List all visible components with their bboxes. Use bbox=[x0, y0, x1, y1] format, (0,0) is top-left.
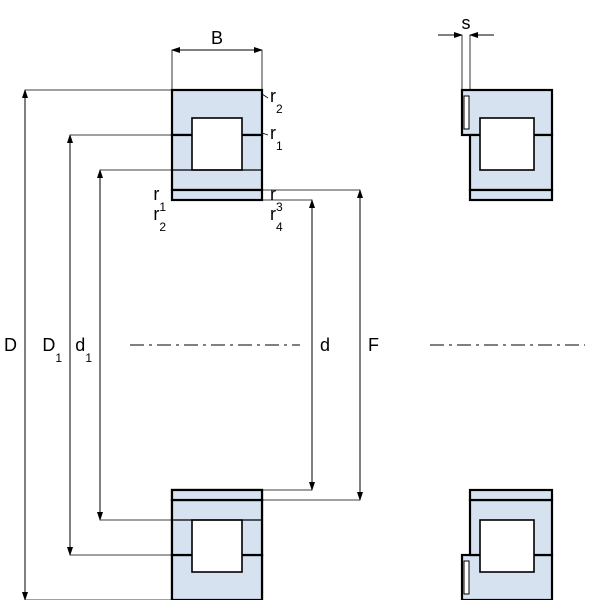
label-r1-top: r1 bbox=[270, 123, 283, 153]
label-dim-F: F bbox=[368, 335, 379, 355]
label-r2-top: r2 bbox=[270, 86, 283, 116]
bearing-diagram: BDD1d1dFr2r1r1r2r3r4s bbox=[0, 0, 600, 600]
label-dim-D: D bbox=[4, 335, 17, 355]
label-s: s bbox=[462, 13, 471, 33]
label-B: B bbox=[211, 28, 223, 48]
inner-ring bbox=[172, 190, 262, 200]
label-dim-d: d bbox=[320, 335, 330, 355]
label-dim-D1: D1 bbox=[42, 335, 62, 365]
label-dim-d1: d1 bbox=[75, 335, 92, 365]
roller bbox=[192, 118, 242, 170]
